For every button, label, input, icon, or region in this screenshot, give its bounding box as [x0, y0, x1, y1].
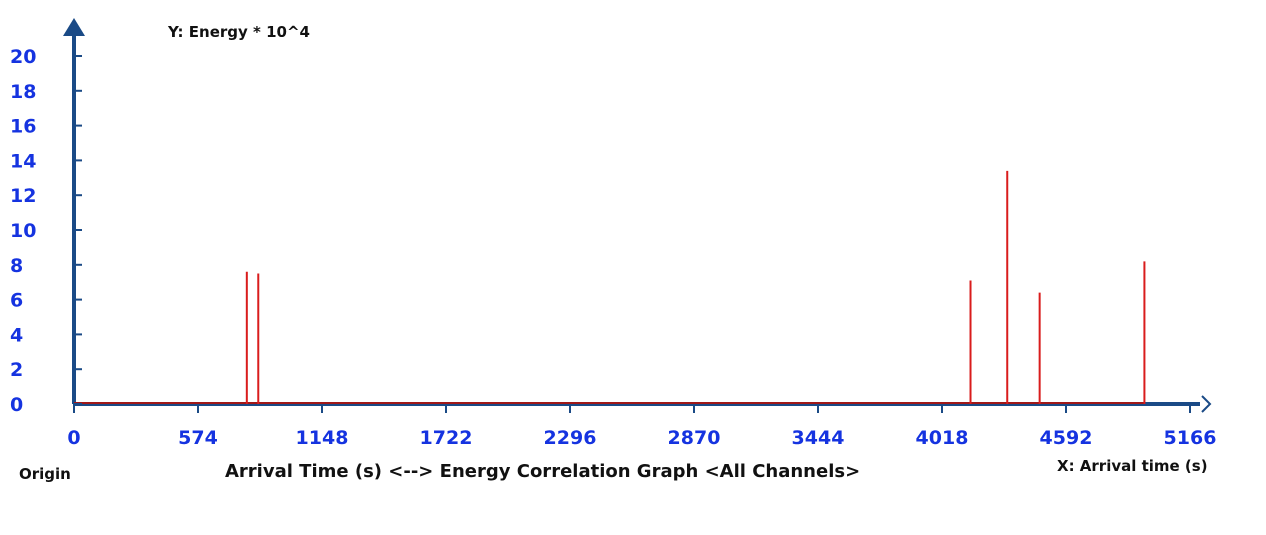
y-tick-label: 12: [10, 185, 36, 207]
x-tick-label: 5166: [1164, 427, 1217, 449]
x-axis-arrow-icon: [1201, 395, 1212, 413]
x-tick-label: 4592: [1040, 427, 1093, 449]
x-tick-label: 3444: [792, 427, 845, 449]
origin-label: Origin: [19, 465, 71, 483]
y-tick-label: 6: [10, 290, 23, 312]
y-tick-label: 10: [10, 220, 36, 242]
y-tick-label: 2: [10, 359, 23, 381]
y-tick-label: 18: [10, 81, 36, 103]
x-tick-label: 1148: [296, 427, 349, 449]
x-tick-label: 1722: [420, 427, 473, 449]
x-tick-label: 4018: [916, 427, 969, 449]
y-axis-ticks: 0 2 4 6 8 10 12 14 16 18 20: [10, 46, 82, 416]
y-tick-label: 20: [10, 46, 36, 68]
data-series: [74, 170, 1146, 404]
axes: [63, 18, 1212, 413]
x-tick-label: 2870: [668, 427, 721, 449]
x-tick-label: 0: [67, 427, 80, 449]
x-axis-title: X: Arrival time (s): [1057, 457, 1208, 475]
y-tick-label: 16: [10, 116, 36, 138]
chart-title: Arrival Time (s) <--> Energy Correlation…: [225, 461, 860, 482]
y-axis-title: Y: Energy * 10^4: [167, 23, 310, 41]
y-tick-label: 4: [10, 324, 23, 346]
x-tick-label: 574: [178, 427, 218, 449]
y-tick-label: 0: [10, 394, 23, 416]
x-tick-label: 2296: [544, 427, 597, 449]
y-tick-label: 14: [10, 150, 36, 172]
y-axis-arrow-icon: [63, 18, 85, 36]
y-tick-label: 8: [10, 255, 23, 277]
x-axis-ticks: 0 574 1148 1722 2296 2870 3444 4018 4592 5166: [67, 404, 1216, 449]
